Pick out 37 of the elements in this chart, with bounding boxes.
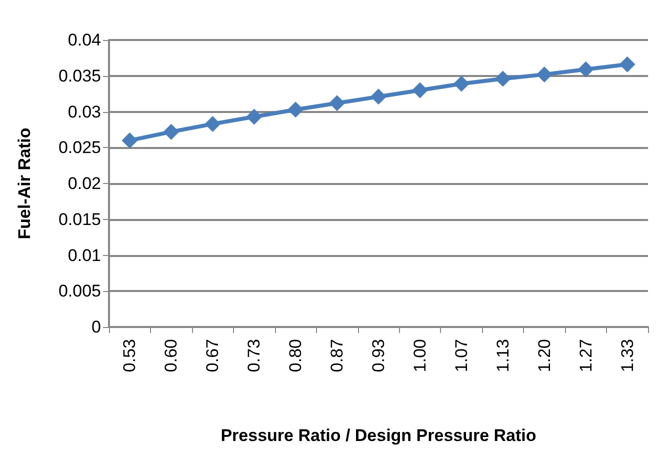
x-tick-label: 0.53 [120,339,140,372]
y-tick-label: 0 [92,318,101,336]
x-tick-label: 0.67 [203,339,222,372]
x-tick-label: 0.80 [286,339,306,372]
x-tick-label: 1.27 [576,339,596,372]
x-axis-title: Pressure Ratio / Design Pressure Ratio [220,426,536,445]
y-tick-label: 0.03 [68,102,101,122]
point [122,132,138,148]
point [288,102,304,118]
y-tick-label: 0.035 [58,66,101,86]
point [453,76,470,92]
point [619,56,636,72]
x-tick-label: 0.93 [369,339,388,372]
y-tick-label: 0.02 [68,174,101,193]
x-tick-label: 0.73 [244,339,264,372]
x-tick-label: 1.00 [410,339,430,372]
x-tick-label: 0.60 [162,339,181,372]
y-tick-label: 0.005 [58,282,101,301]
y-tick-label: 0.015 [58,210,101,229]
point [494,70,511,87]
x-tick-label: 1.07 [452,339,471,372]
y-axis-title: Fuel-Air Ratio [15,128,34,240]
y-tick-label: 0.01 [68,246,101,265]
x-tick-label: 1.20 [534,339,554,372]
point [578,61,594,78]
point [329,95,346,112]
y-tick-label: 0.04 [68,30,101,50]
point [370,88,386,105]
point [246,108,262,125]
point [412,82,428,98]
point [536,66,552,82]
x-tick-label: 0.87 [328,339,347,372]
point [163,124,180,140]
x-tick-label: 1.33 [618,339,637,372]
point [204,116,221,132]
y-tick-label: 0.025 [58,138,101,158]
x-tick-label: 1.13 [493,339,512,372]
